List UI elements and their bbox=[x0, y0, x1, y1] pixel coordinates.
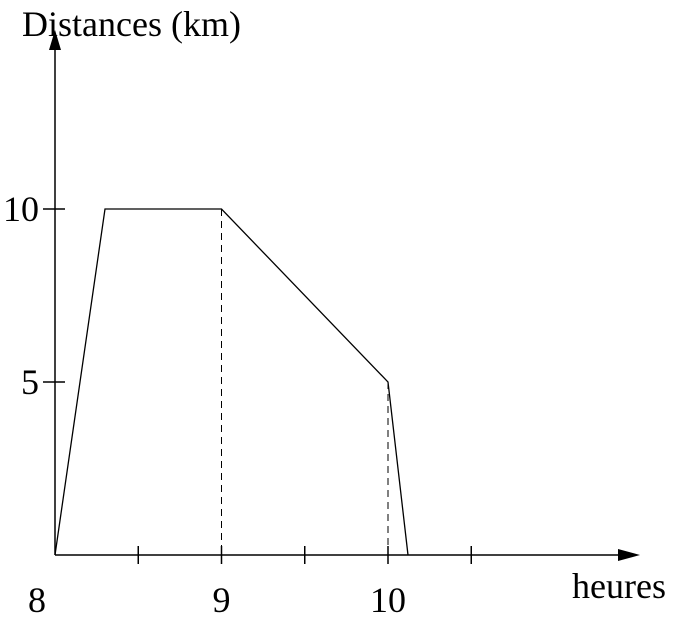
labels-layer: Distances (km) heures 5 10 8 9 10 bbox=[3, 4, 666, 618]
x-tick-label: 8 bbox=[28, 580, 46, 618]
axes-layer bbox=[49, 30, 640, 561]
y-tick-label: 10 bbox=[3, 189, 39, 229]
y-tick-label: 5 bbox=[21, 362, 39, 402]
y-axis-title: Distances (km) bbox=[22, 4, 241, 44]
series-layer bbox=[54, 208, 409, 556]
guides-layer bbox=[221, 209, 389, 555]
x-axis-arrow-icon bbox=[618, 549, 640, 561]
x-axis-title: heures bbox=[572, 566, 666, 606]
y-axis-arrow-icon bbox=[49, 30, 61, 50]
x-tick-label: 10 bbox=[370, 580, 406, 618]
x-tick-label: 9 bbox=[213, 580, 231, 618]
ticks-layer bbox=[43, 208, 472, 564]
distance-series-line bbox=[54, 208, 409, 556]
